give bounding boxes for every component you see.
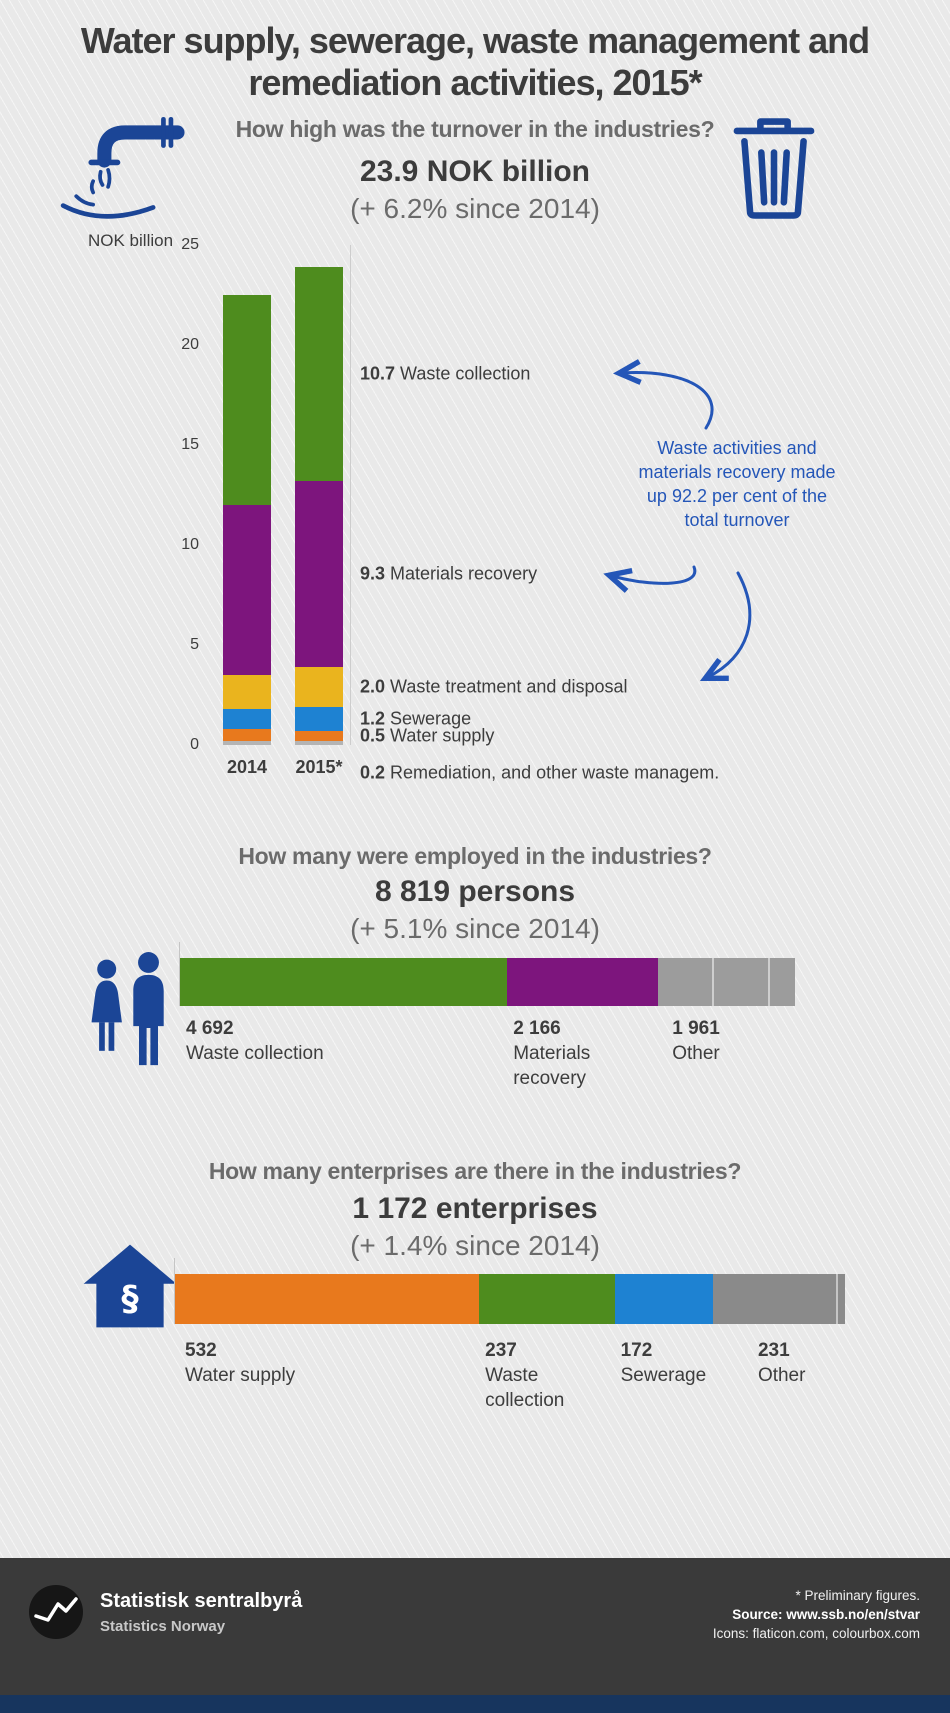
water-pipe-icon bbox=[35, 108, 185, 235]
y-axis-unit-label: NOK billion bbox=[88, 231, 174, 250]
turnover-bar-segment bbox=[223, 505, 271, 675]
bar-segment-other bbox=[712, 1274, 845, 1324]
persons-icon bbox=[82, 950, 177, 1074]
bar-segment-materials-recovery bbox=[507, 958, 659, 1006]
bar-label-sewerage: 172 Sewerage bbox=[620, 1340, 707, 1386]
annotation-arrows-icon bbox=[603, 359, 752, 682]
employment-axis-line bbox=[179, 942, 180, 1006]
turnover-y-axis: 0 5 10 15 20 25 bbox=[157, 236, 205, 753]
preliminary-note: * Preliminary figures. bbox=[795, 1588, 920, 1603]
turnover-plot-area: 2014 2015* bbox=[205, 245, 415, 777]
turnover-segment-labels: 10.7 Waste collection 9.3 Materials recov… bbox=[360, 245, 950, 805]
enterprises-stacked-bar bbox=[175, 1274, 845, 1324]
turnover-axis-tick: 0 bbox=[190, 736, 199, 753]
turnover-segment-label: 1.2 Sewerage bbox=[360, 708, 472, 729]
turnover-bar-segment bbox=[295, 707, 343, 731]
employment-change: (+ 5.1% since 2014) bbox=[350, 913, 600, 944]
enterprises-axis-line bbox=[174, 1258, 175, 1324]
bottom-accent-strip bbox=[0, 1695, 950, 1713]
turnover-headline: 23.9 NOK billion bbox=[359, 155, 591, 188]
turnover-axis-tick: 10 bbox=[181, 536, 199, 553]
employment-question: How many were employed in the industries… bbox=[238, 843, 712, 869]
turnover-segment-label: 2.0 Waste treatment and disposal bbox=[360, 676, 628, 697]
turnover-axis-tick: 25 bbox=[181, 236, 199, 253]
enterprises-question: How many enterprises are there in the in… bbox=[208, 1158, 742, 1184]
employment-bar-labels: 4 692 Waste collection 2 166 Materials reco… bbox=[180, 1016, 820, 1111]
bar-label-waste-collection: 237 Waste collection bbox=[485, 1340, 565, 1411]
bar-segment-waste-collection bbox=[180, 958, 508, 1006]
bar-segment-water-supply bbox=[175, 1274, 480, 1324]
org-name-english: Statistics Norway bbox=[100, 1618, 226, 1635]
turnover-segment-label: 0.5 Water supply bbox=[360, 725, 495, 746]
ssb-logo-icon bbox=[28, 1584, 84, 1645]
turnover-bar-segment bbox=[295, 267, 343, 481]
turnover-category-label: 2015* bbox=[295, 757, 343, 777]
bar-segment-other bbox=[658, 958, 795, 1006]
bar-label-materials-recovery: 2 166 Materials recovery bbox=[513, 1018, 591, 1089]
turnover-axis-tick: 5 bbox=[190, 636, 199, 653]
turnover-stacked-bar-chart: 0 5 10 15 20 25 2014 2015* 10.7 Waste collecti… bbox=[0, 236, 950, 825]
employment-stacked-bar bbox=[180, 958, 795, 1006]
enterprises-bar-labels: 532 Water supply 237 Waste collection 172 Sew… bbox=[175, 1338, 875, 1443]
page-title: Water supply, sewerage, waste management… bbox=[80, 20, 870, 104]
turnover-bar-segment bbox=[295, 481, 343, 667]
turnover-bar-segment bbox=[223, 729, 271, 741]
bar-label-water-supply: 532 Water supply bbox=[185, 1340, 296, 1386]
svg-text:§: § bbox=[121, 1279, 139, 1319]
enterprises-change: (+ 1.4% since 2014) bbox=[350, 1230, 600, 1261]
org-name: Statistisk sentralbyrå bbox=[100, 1590, 303, 1612]
bar-segment-sewerage bbox=[614, 1274, 713, 1324]
turnover-category-label: 2014 bbox=[226, 757, 268, 777]
turnover-bar-segment bbox=[223, 709, 271, 729]
bar-label-waste-collection: 4 692 Waste collection bbox=[186, 1018, 324, 1064]
turnover-segment-label: 0.2 Remediation, and other waste managem… bbox=[360, 762, 720, 783]
bar-segment-waste-collection bbox=[479, 1274, 615, 1324]
bar-label-other: 1 961 Other bbox=[672, 1018, 720, 1064]
bar-segment-divider bbox=[711, 958, 714, 1006]
turnover-axis-tick: 20 bbox=[181, 336, 199, 353]
footer: Statistisk sentralbyrå Statistics Norway… bbox=[0, 1558, 950, 1695]
turnover-bar-segment bbox=[223, 675, 271, 709]
turnover-segment-label: 9.3 Materials recovery bbox=[360, 563, 538, 584]
enterprises-headline: 1 172 enterprises bbox=[352, 1192, 598, 1225]
turnover-question: How high was the turnover in the industr… bbox=[235, 116, 715, 142]
bar-label-other: 231 Other bbox=[757, 1340, 806, 1386]
turnover-change: (+ 6.2% since 2014) bbox=[350, 193, 600, 224]
turnover-bar-segment bbox=[223, 295, 271, 505]
bar-segment-divider bbox=[767, 958, 770, 1006]
turnover-bar-segment bbox=[295, 667, 343, 707]
employment-headline: 8 819 persons bbox=[374, 875, 576, 908]
icons-credit: Icons: flaticon.com, colourbox.com bbox=[712, 1626, 920, 1641]
turnover-annotation: Waste activities and materials recovery … bbox=[638, 438, 836, 530]
bar-segment-divider bbox=[835, 1274, 838, 1324]
source-link[interactable]: Source: www.ssb.no/en/stvar bbox=[732, 1607, 920, 1622]
trash-can-icon bbox=[728, 115, 820, 228]
house-paragraph-icon: § bbox=[80, 1242, 180, 1335]
turnover-axis-tick: 15 bbox=[181, 436, 199, 453]
turnover-bar-segment bbox=[295, 731, 343, 741]
turnover-bar-segment bbox=[295, 741, 343, 745]
turnover-bar-segment bbox=[223, 741, 271, 745]
turnover-segment-label: 10.7 Waste collection bbox=[360, 363, 531, 384]
